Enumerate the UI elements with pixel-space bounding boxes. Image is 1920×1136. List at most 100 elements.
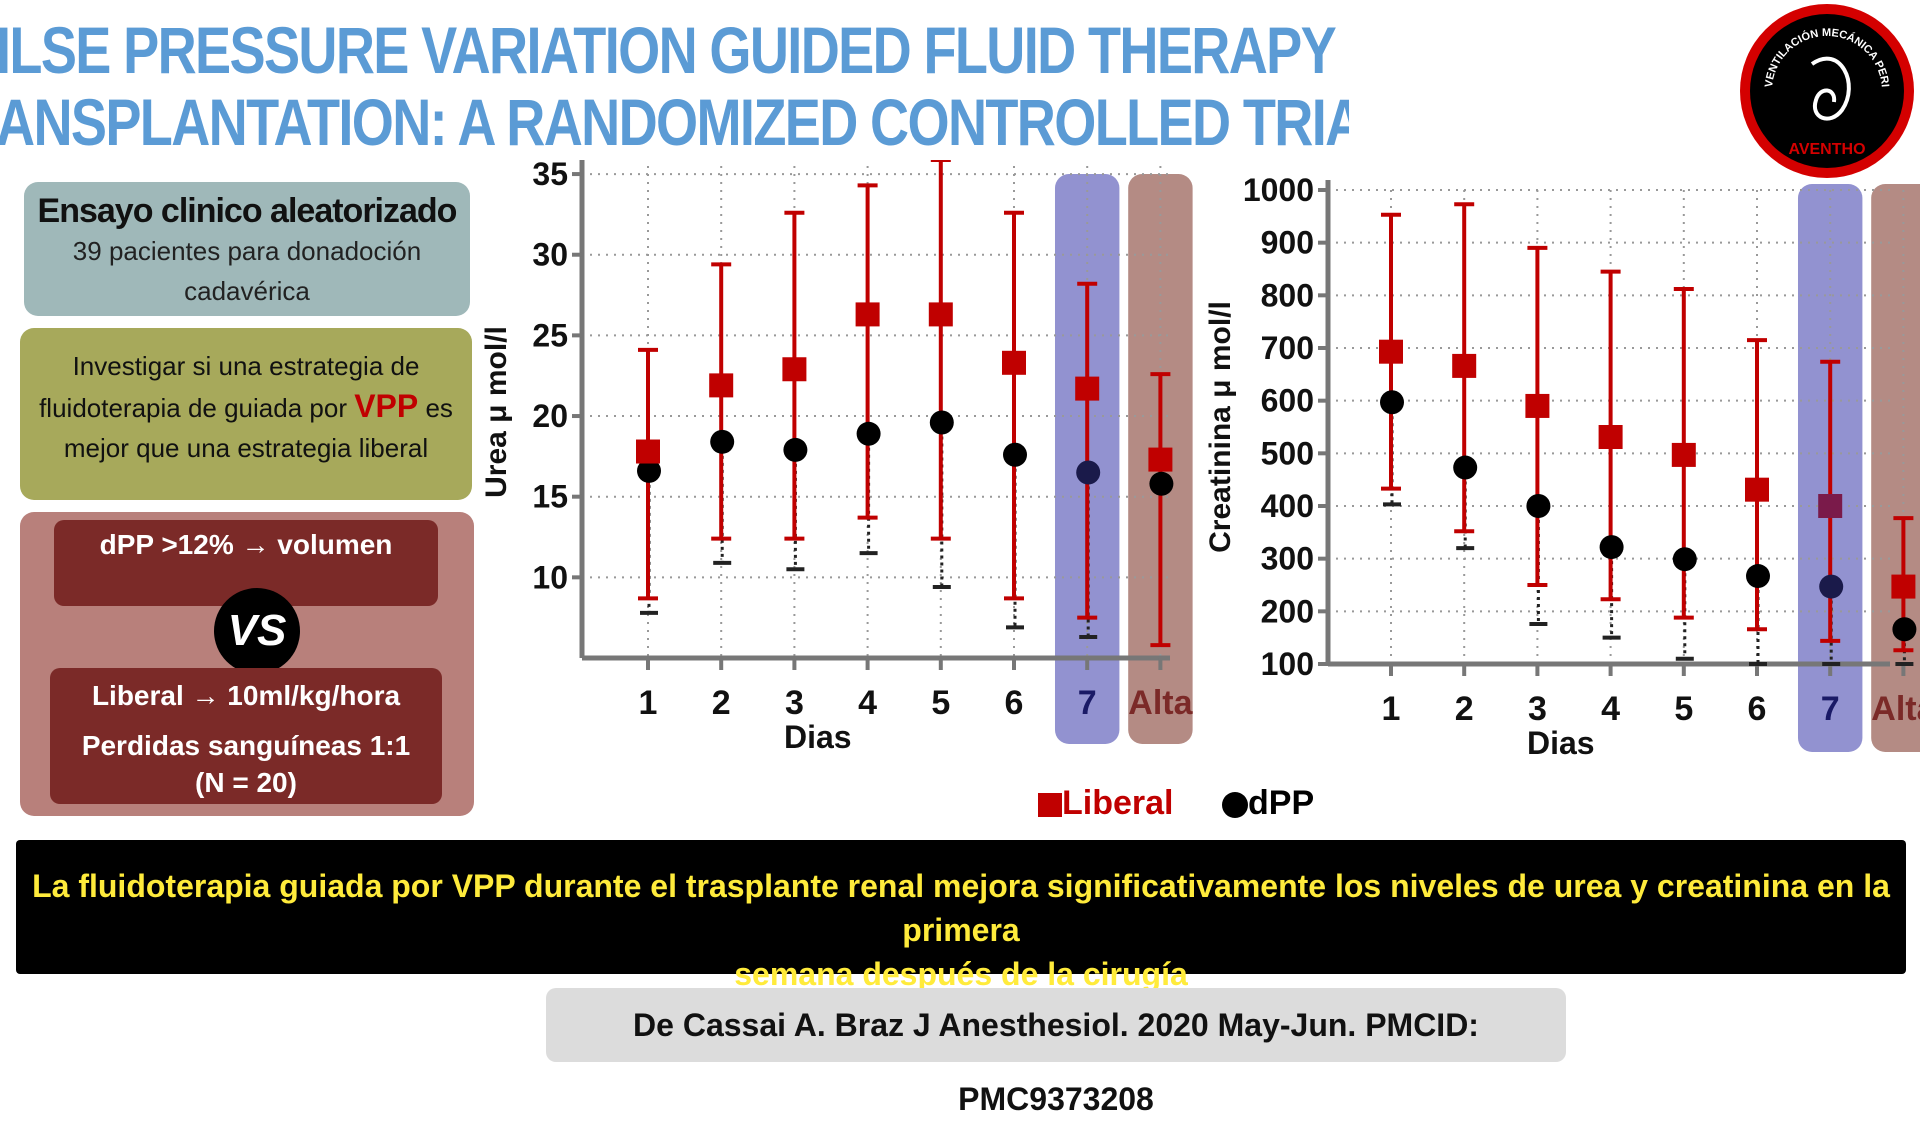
x-tick-label: Alta [1871,690,1920,728]
legend-liberal-label: Liberal [1062,784,1174,822]
legend-liberal: Liberal [1038,784,1173,823]
slide-title: ILSE PRESSURE VARIATION GUIDED FLUID THE… [0,14,1349,158]
liberal-arm-text-2: Perdidas sanguíneas 1:1 [81,730,411,761]
liberal-point [1148,447,1173,472]
dpp-arm-text: dPP >12% → volumen [99,529,393,560]
objective-line-1: Investigar si una estrategia de [72,351,420,381]
liberal-point [1891,574,1916,599]
objective-vpp: VPP [354,388,419,424]
x-tick-label: 3 [1528,690,1547,728]
y-tick-label: 10 [532,559,568,595]
liberal-point [636,439,660,464]
y-tick-label: 300 [1261,541,1314,577]
legend-dpp-label: dPP [1248,784,1315,822]
x-tick-label: 7 [1078,684,1097,722]
y-tick-label: 900 [1261,225,1314,261]
objective-text-a: fluidoterapia de guiada por [39,393,355,423]
dpp-point [1526,494,1551,518]
y-tick-label: 200 [1261,593,1314,629]
x-tick-label: 4 [1601,690,1620,728]
dpp-point [783,437,808,462]
dpp-circle-icon [1222,792,1248,819]
objective-line-3: mejor que una estrategia liberal [63,433,429,463]
urea-chart: 10 15 20 25 30 35 1 2 3 4 5 6 7 Alta Dias Urea μ mol/l [480,160,1194,755]
x-tick-label: 7 [1821,690,1840,728]
svg-text:VENTILACIÓN MECÁNICA PERIOPERA: VENTILACIÓN MECÁNICA PERIOPERATORIA [1750,14,1891,88]
liberal-point [1525,393,1550,418]
dpp-point [1149,471,1174,496]
y-tick-label: 15 [532,479,568,515]
dpp-point [1892,617,1917,642]
objective-card: Investigar si una estrategia de fluidote… [20,328,472,500]
design-text-2: cadavérica [184,276,310,306]
x-tick-label: 6 [1748,690,1767,728]
y-axis-label: Creatinina μ mol/l [1204,301,1237,553]
liberal-point [1075,376,1100,401]
y-tick-label: 1000 [1243,172,1314,208]
dpp-point [1380,390,1404,415]
y-tick-label: 35 [532,160,568,192]
liberal-point [1002,350,1026,375]
liberal-square-icon [1038,793,1062,818]
x-tick-label: 6 [1005,684,1024,722]
dpp-point [1819,574,1844,599]
dpp-point [1453,455,1478,480]
creatinine-chart: 100 200 300 400 500 600 700 800 900 1000 1 2 3 4 5 6 7 Al… [1204,172,1920,760]
conclusion-line-2: semana después de la cirugía [734,956,1188,992]
x-tick-label: 4 [858,684,877,722]
logo-emblem-icon: VENTILACIÓN MECÁNICA PERIOPERATORIA AVEN… [1746,5,1891,158]
y-tick-label: 100 [1261,646,1314,682]
legend-dpp: dPP [1222,784,1314,823]
x-axis-label: Dias [1527,725,1595,760]
title-line-1: ILSE PRESSURE VARIATION GUIDED FLUID THE… [0,14,1349,87]
liberal-point [928,302,953,327]
y-tick-label: 700 [1261,330,1314,366]
y-tick-label: 30 [532,237,568,273]
liberal-point [1379,339,1403,364]
title-line-2: ANSPLANTATION: A RANDOMIZED CONTROLLED T… [0,85,1349,158]
x-tick-label: Alta [1128,684,1193,722]
dpp-point [856,421,881,446]
aventho-logo: VENTILACIÓN MECÁNICA PERIOPERATORIA AVEN… [1740,4,1914,178]
objective-line-2: fluidoterapia de guiada por VPP es [20,386,472,428]
dpp-point [1003,442,1027,467]
x-tick-label: 5 [931,684,950,722]
conclusion-line-1: La fluidoterapia guiada por VPP durante … [32,868,1890,948]
dpp-point [1746,564,1770,589]
arms-card: dPP >12% → volumen VS Liberal → 10ml/kg/… [20,512,474,816]
liberal-arm-box: Liberal → 10ml/kg/hora Perdidas sanguíne… [50,668,442,804]
objective-text-b: es [418,393,453,423]
x-axis-label: Dias [784,719,852,755]
x-tick-label: 3 [785,684,804,722]
y-tick-label: 800 [1261,277,1314,313]
liberal-point [855,302,880,327]
dpp-point [929,410,954,435]
liberal-point [1598,425,1623,450]
x-tick-label: 1 [1382,690,1401,728]
y-axis-label: Urea μ mol/l [480,326,513,498]
logo-brand: AVENTHO [1788,141,1865,158]
dpp-point [1672,547,1697,572]
liberal-point [1745,477,1769,502]
liberal-arm-text-1: Liberal → 10ml/kg/hora [91,680,401,711]
x-tick-label: 2 [712,684,731,722]
y-tick-label: 20 [532,398,568,434]
design-text-1: 39 pacientes para donadoción [72,236,422,266]
dpp-point [1599,535,1624,560]
dpp-point [1076,460,1101,485]
y-tick-label: 600 [1261,383,1314,419]
design-heading: Ensayo clinico aleatorizado [37,192,458,230]
x-tick-label: 1 [639,684,658,722]
citation: De Cassai A. Braz J Anesthesiol. 2020 Ma… [546,988,1566,1117]
study-design-card: Ensayo clinico aleatorizado 39 pacientes… [24,182,470,316]
liberal-point [1452,353,1477,378]
liberal-point [782,357,807,382]
logo-center: VENTILACIÓN MECÁNICA PERIOPERATORIA AVEN… [1746,5,1904,168]
vs-badge: VS [214,588,300,674]
x-tick-label: 5 [1674,690,1693,728]
y-tick-label: 25 [532,317,568,353]
dpp-point [637,458,661,483]
x-tick-label: 2 [1455,690,1474,728]
highlight-column-alta [1871,184,1920,752]
liberal-point [1671,442,1696,467]
